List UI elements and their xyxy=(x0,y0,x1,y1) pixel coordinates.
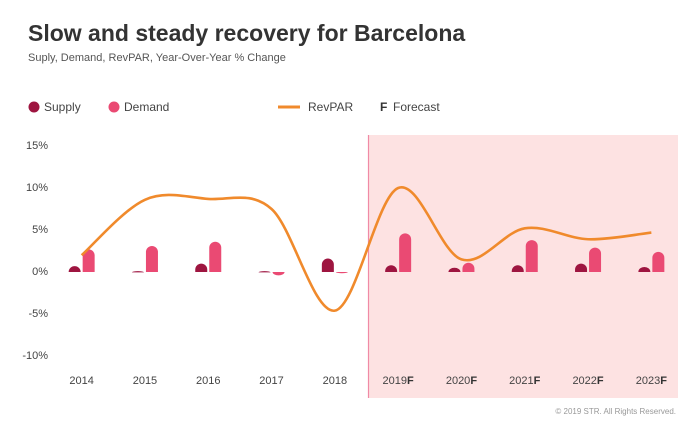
bar xyxy=(272,272,285,276)
legend-label: Demand xyxy=(124,100,169,114)
x-tick-year: 2017 xyxy=(259,375,283,387)
x-tick-label: 2018 xyxy=(323,375,347,387)
legend-label: Supply xyxy=(44,100,81,114)
bar xyxy=(511,265,524,272)
bar xyxy=(209,241,222,272)
bar xyxy=(82,249,95,272)
forecast-marker: F xyxy=(597,375,604,387)
x-tick-year: 2019 xyxy=(383,375,407,387)
forecast-marker: F xyxy=(407,375,414,387)
y-tick-label: 15% xyxy=(26,140,48,152)
bar xyxy=(589,247,602,272)
bar xyxy=(638,266,651,272)
x-tick-year: 2016 xyxy=(196,375,220,387)
x-tick-year: 2020 xyxy=(446,375,470,387)
footer: © 2019 STR. All Rights Reserved. xyxy=(555,407,676,416)
y-tick-label: 0% xyxy=(32,266,48,278)
x-tick-year: 2018 xyxy=(323,375,347,387)
legend-forecast-marker: F xyxy=(380,100,387,114)
x-tick-label: 2014 xyxy=(69,375,93,387)
bar xyxy=(145,245,158,272)
x-tick-label: 2021F xyxy=(509,375,540,387)
bar xyxy=(195,263,208,272)
bar xyxy=(448,267,461,272)
x-tick-label: 2015 xyxy=(133,375,157,387)
x-tick-label: 2019F xyxy=(383,375,414,387)
x-tick-label: 2020F xyxy=(446,375,477,387)
x-tick-year: 2021 xyxy=(509,375,533,387)
bar xyxy=(321,258,334,272)
legend-label: RevPAR xyxy=(308,100,353,114)
forecast-marker: F xyxy=(534,375,541,387)
legend-swatch xyxy=(108,101,120,113)
chart-title: Slow and steady recovery for Barcelona xyxy=(28,20,465,46)
x-tick-label: 2023F xyxy=(636,375,667,387)
bar xyxy=(462,262,475,272)
x-tick-label: 2016 xyxy=(196,375,220,387)
bar xyxy=(335,272,348,274)
bar xyxy=(68,266,81,272)
bar xyxy=(399,233,412,272)
forecast-marker: F xyxy=(660,375,667,387)
y-tick-label: -5% xyxy=(28,308,48,320)
x-tick-year: 2023 xyxy=(636,375,660,387)
y-tick-label: 5% xyxy=(32,224,48,236)
x-tick-year: 2022 xyxy=(572,375,596,387)
bar xyxy=(131,271,144,273)
bar xyxy=(385,265,398,272)
legend-swatch xyxy=(28,101,40,113)
bar xyxy=(258,271,271,273)
y-tick-label: 10% xyxy=(26,182,48,194)
line xyxy=(80,186,652,312)
forecast-region xyxy=(368,135,678,398)
x-tick-label: 2022F xyxy=(572,375,603,387)
x-tick-year: 2014 xyxy=(69,375,93,387)
x-tick-label: 2017 xyxy=(259,375,283,387)
bar xyxy=(575,263,588,272)
x-tick-year: 2015 xyxy=(133,375,157,387)
y-tick-label: -10% xyxy=(22,350,48,362)
forecast-marker: F xyxy=(470,375,477,387)
bar xyxy=(525,240,538,272)
bar xyxy=(652,251,665,272)
legend-label: Forecast xyxy=(393,100,440,114)
chart-subtitle: Suply, Demand, RevPAR, Year-Over-Year % … xyxy=(28,52,286,64)
